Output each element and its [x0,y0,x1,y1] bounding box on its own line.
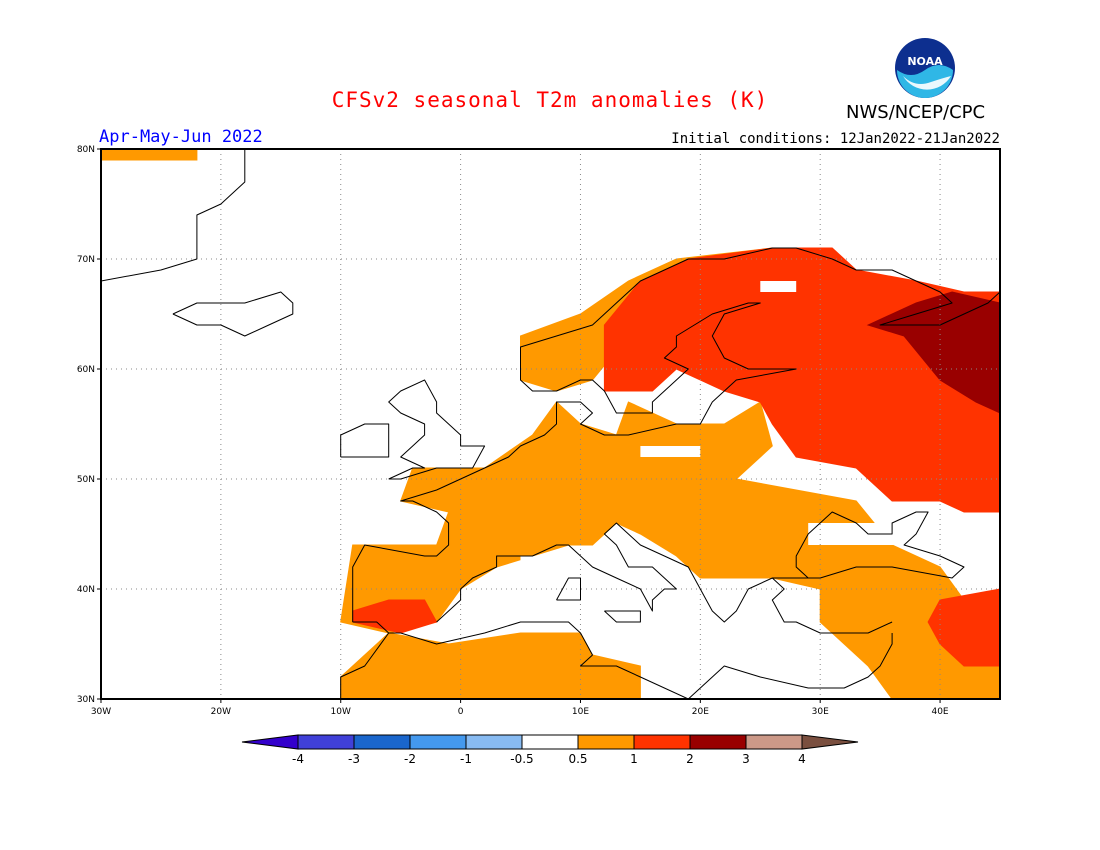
anomaly-region-2-3 [866,291,1000,414]
lon-tick-label: 0 [458,707,464,717]
colorbar-label: -0.5 [510,752,533,766]
colorbar-bin [353,734,411,750]
coastlines [101,149,1000,699]
initial-conditions: Initial conditions: 12Jan2022-21Jan2022 [671,131,1000,147]
coastline [352,621,390,634]
lat-tick-label: 40N [77,585,95,595]
colorbar-label: -1 [460,752,472,766]
colorbar: -4 -3 -2 -1 -0.5 0.5 1 2 3 4 [241,734,859,766]
lon-tick-label: 10W [331,707,351,717]
lat-tick-label: 60N [77,365,95,375]
noaa-logo-icon: NOAA [895,38,955,98]
colorbar-label: 3 [742,752,750,766]
lon-tick-label: 20W [211,707,231,717]
lon-tick-label: 40E [931,707,948,717]
colorbar-bin [801,734,859,750]
colorbar-bin [633,734,691,750]
colorbar-bin [577,734,635,750]
organization-label: NWS/NCEP/CPC [846,102,986,123]
anomaly-fills [101,149,1000,699]
map-frame [100,148,1001,700]
coastline [340,621,893,699]
lat-tick-label: 30N [77,695,95,705]
coastline [172,291,294,337]
lon-tick-label: 10E [572,707,589,717]
coastline [772,511,965,579]
colorbar-label: 1 [630,752,638,766]
anomaly-region-0.5-1 [101,149,198,161]
colorbar-bin [241,734,299,750]
colorbar-label: 0.5 [568,752,587,766]
coastline [388,379,486,480]
chart-title: CFSv2 seasonal T2m anomalies (K) [331,88,769,112]
near-normal-patch [760,281,797,292]
logo-text: NOAA [907,55,943,68]
colorbar-label: -4 [292,752,304,766]
near-normal-patch [640,446,701,457]
forecast-period: Apr-May-Jun 2022 [99,127,263,147]
colorbar-bin [297,734,355,750]
colorbar-bin [465,734,523,750]
lon-tick-label: 20E [692,707,709,717]
lat-tick-label: 70N [77,255,95,265]
colorbar-bin [409,734,467,750]
coastline [604,610,641,623]
coastline [101,149,246,282]
near-normal-patch [808,523,905,545]
colorbar-bin [521,734,579,750]
lat-tick-label: 80N [77,145,95,155]
near-normal-patches [520,281,905,589]
coastline [436,522,893,634]
map-ticks: 80N 70N 60N 50N 40N 30N 30W 20W 10W 0 10E 20E 30E 40E [77,145,949,717]
colorbar-bin [689,734,747,750]
colorbar-bin [745,734,803,750]
colorbar-label: 4 [798,752,806,766]
colorbar-label: -3 [348,752,360,766]
coastline [352,247,1000,622]
lat-tick-label: 50N [77,475,95,485]
lon-tick-label: 30E [812,707,829,717]
near-normal-patch [520,556,581,589]
colorbar-label: 2 [686,752,694,766]
coastline [340,423,390,458]
lon-tick-label: 30W [91,707,111,717]
colorbar-label: -2 [404,752,416,766]
coastline [556,577,581,601]
